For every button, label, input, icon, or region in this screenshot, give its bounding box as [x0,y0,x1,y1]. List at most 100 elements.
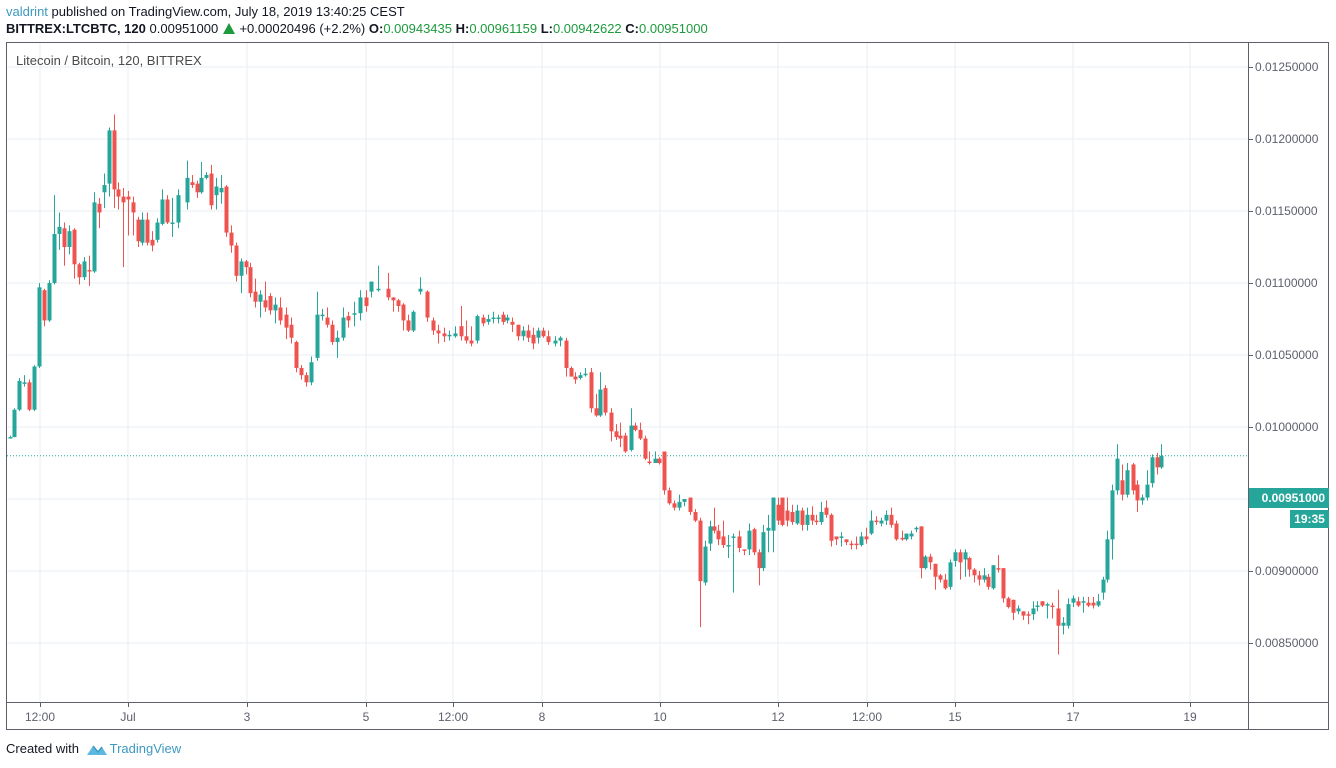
candle-down[interactable] [688,497,693,515]
candle-up[interactable] [358,290,363,321]
candle-down[interactable] [126,190,131,236]
candle-up[interactable] [771,497,776,553]
tradingview-link[interactable]: TradingView [109,741,182,756]
candle-down[interactable] [425,290,430,322]
candle-up[interactable] [32,365,37,412]
candle-up[interactable] [335,330,340,358]
candle-down[interactable] [459,306,464,341]
candle-down[interactable] [1091,596,1096,609]
candle-down[interactable] [742,549,747,556]
candle-down[interactable] [481,314,486,327]
candle-down[interactable] [928,553,933,570]
candle-down[interactable] [698,517,703,628]
candle-up[interactable] [991,565,996,590]
candle-down[interactable] [224,185,229,237]
candle-up[interactable] [47,280,52,322]
candle-down[interactable] [1040,601,1045,607]
author-link[interactable]: valdrint [6,4,48,19]
candle-up[interactable] [708,520,713,551]
candle-up[interactable] [726,535,731,559]
candle-up[interactable] [447,330,452,341]
candle-down[interactable] [72,228,77,279]
candle-down[interactable] [510,317,515,332]
candle-up[interactable] [92,192,97,273]
candle-down[interactable] [145,212,150,246]
candle-down[interactable] [234,242,239,282]
candle-up[interactable] [1066,598,1071,629]
candle-down[interactable] [972,568,977,583]
candle-down[interactable] [829,513,834,547]
candle-down[interactable] [594,393,599,417]
candle-up[interactable] [1035,601,1040,612]
candle-up[interactable] [859,532,864,547]
candle-up[interactable] [578,372,583,380]
candle-down[interactable] [757,549,762,586]
candle-up[interactable] [1061,617,1066,635]
candle-up[interactable] [884,510,889,525]
candle-down[interactable] [386,272,391,301]
candle-up[interactable] [677,494,682,511]
candle-up[interactable] [948,559,953,590]
candle-down[interactable] [790,504,795,525]
candle-up[interactable] [505,314,510,324]
candle-down[interactable] [253,278,258,308]
candle-up[interactable] [320,308,325,321]
candle-down[interactable] [263,281,268,312]
candle-up[interactable] [761,524,766,571]
candle-down[interactable] [776,497,781,525]
candle-up[interactable] [1115,444,1120,495]
candle-down[interactable] [844,539,849,546]
candle-up[interactable] [37,283,42,368]
candle-down[interactable] [42,288,47,327]
candle-up[interactable] [17,378,22,412]
candle-down[interactable] [229,225,234,253]
candle-down[interactable] [150,231,155,252]
candle-up[interactable] [8,435,13,439]
candle-down[interactable] [294,340,299,373]
candle-up[interactable] [204,172,209,180]
candle-down[interactable] [662,451,667,495]
candle-up[interactable] [629,408,634,452]
candle-down[interactable] [900,530,905,541]
candle-up[interactable] [583,367,588,377]
candle-down[interactable] [573,372,578,384]
candle-down[interactable] [618,422,623,448]
candle-up[interactable] [1159,444,1164,469]
candle-down[interactable] [943,573,948,590]
candle-down[interactable] [752,527,757,556]
candle-up[interactable] [1016,605,1021,615]
candle-up[interactable] [273,297,278,324]
candle-up[interactable] [1101,576,1106,600]
candle-down[interactable] [1056,589,1061,655]
candle-up[interactable] [766,514,771,553]
candle-down[interactable] [614,424,619,440]
candle-up[interactable] [176,189,181,229]
candle-down[interactable] [1155,452,1160,475]
candle-up[interactable] [22,375,27,387]
candle-down[interactable] [325,307,330,328]
candle-down[interactable] [87,255,92,286]
candle-up[interactable] [199,162,204,194]
candle-down[interactable] [469,326,474,347]
candle-up[interactable] [214,177,219,210]
candle-down[interactable] [278,297,283,325]
candle-up[interactable] [309,356,314,386]
candle-down[interactable] [541,327,546,338]
candle-down[interactable] [431,317,436,335]
candle-down[interactable] [289,317,294,344]
candle-down[interactable] [810,506,815,525]
candle-up[interactable] [411,310,416,332]
candle-down[interactable] [112,114,117,209]
candle-up[interactable] [352,301,357,327]
candle-down[interactable] [209,164,214,210]
candle-down[interactable] [1050,602,1055,619]
candle-down[interactable] [938,573,943,583]
candle-down[interactable] [737,530,742,553]
candle-down[interactable] [609,408,614,442]
candle-up[interactable] [953,549,958,567]
candle-down[interactable] [97,198,102,229]
candle-down[interactable] [1086,596,1091,607]
candle-up[interactable] [819,501,824,525]
candle-up[interactable] [140,212,145,246]
candle-up[interactable] [102,173,107,209]
